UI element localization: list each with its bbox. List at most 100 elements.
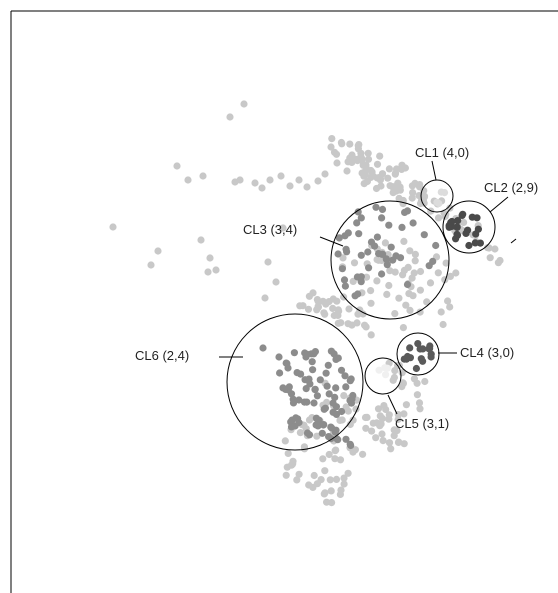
scatter-point <box>446 272 454 280</box>
scatter-point <box>361 171 369 179</box>
scatter-point <box>439 320 447 329</box>
scatter-point <box>390 373 398 382</box>
scatter-point <box>336 490 344 498</box>
scatter-point <box>415 399 424 407</box>
scatter-point <box>236 176 244 184</box>
scatter-point <box>277 172 285 180</box>
scatter-point <box>355 230 363 238</box>
scatter-point <box>378 270 386 278</box>
scatter-point <box>327 487 335 495</box>
scatter-point <box>334 250 342 258</box>
scatter-point <box>369 419 377 427</box>
cluster-circle-cl6 <box>226 313 364 451</box>
scatter-point <box>324 361 332 369</box>
scatter-point <box>399 379 407 387</box>
scatter-point <box>332 446 340 454</box>
scatter-point <box>394 438 403 446</box>
scatter-point <box>321 310 329 318</box>
scatter-point <box>342 435 350 443</box>
scatter-point <box>321 489 329 497</box>
scatter-point <box>327 423 335 431</box>
scatter-point <box>332 384 340 392</box>
cluster-label-cl5: CL5 (3,1) <box>395 416 449 431</box>
scatter-point <box>437 308 445 316</box>
scatter-point <box>367 331 375 339</box>
scatter-point <box>319 455 327 463</box>
scatter-point <box>354 290 362 298</box>
scatter-point <box>361 413 370 422</box>
cluster-circle-cl5 <box>364 357 402 395</box>
scatter-point <box>300 398 309 406</box>
scatter-point <box>383 290 391 298</box>
scatter-point <box>385 165 393 173</box>
scatter-point <box>364 155 373 163</box>
scatter-point <box>372 434 380 442</box>
scatter-point <box>302 385 310 393</box>
scatter-point <box>342 383 350 391</box>
scatter-point <box>416 308 424 316</box>
scatter-point <box>402 355 410 363</box>
scatter-point <box>385 439 394 447</box>
scatter-point <box>384 174 392 182</box>
scatter-point <box>375 366 383 374</box>
scatter-point <box>340 392 348 400</box>
scatter-point <box>284 449 292 457</box>
scatter-point <box>309 366 317 374</box>
scatter-point <box>295 396 303 404</box>
scatter-point <box>275 353 283 361</box>
scatter-point <box>435 199 443 208</box>
scatter-point <box>378 170 387 178</box>
scatter-point <box>173 162 181 170</box>
scatter-point <box>331 393 339 401</box>
scatter-point <box>427 353 435 361</box>
scatter-point <box>373 160 382 168</box>
scatter-points <box>109 100 504 507</box>
scatter-point <box>408 194 416 202</box>
scatter-point <box>486 254 494 262</box>
scatter-point <box>303 183 311 191</box>
scatter-point <box>347 375 355 383</box>
scatter-point <box>323 398 331 406</box>
scatter-point <box>335 234 343 242</box>
scatter-point <box>340 276 349 284</box>
scatter-point <box>387 243 395 251</box>
cluster-circle-cl2 <box>442 200 496 254</box>
scatter-point <box>321 170 329 178</box>
scatter-point <box>290 349 298 357</box>
scatter-point <box>371 242 379 250</box>
scatter-point <box>357 149 365 157</box>
scatter-point <box>364 149 372 157</box>
scatter-point <box>258 184 266 192</box>
scatter-point <box>379 437 387 445</box>
scatter-point <box>385 415 393 423</box>
scatter-point <box>367 287 375 295</box>
scatter-point <box>390 432 398 440</box>
cluster-circles <box>226 179 496 451</box>
scatter-point <box>240 100 248 108</box>
scatter-point <box>287 390 296 398</box>
scatter-point <box>414 340 422 348</box>
scatter-point <box>432 241 440 250</box>
scatter-point <box>325 390 333 398</box>
scatter-point <box>304 305 313 313</box>
scatter-point <box>380 402 388 410</box>
scatter-point <box>444 297 452 305</box>
scatter-point <box>325 433 333 441</box>
scatter-point <box>310 399 318 407</box>
scatter-point <box>357 251 365 259</box>
scatter-point <box>357 214 365 222</box>
scatter-point <box>272 278 280 286</box>
scatter-point <box>338 416 346 424</box>
scatter-point <box>454 217 462 225</box>
scatter-point <box>327 143 335 151</box>
scatter-point <box>311 386 319 394</box>
scatter-point <box>398 223 406 231</box>
scatter-point <box>403 280 412 289</box>
scatter-point <box>109 223 117 231</box>
scatter-point <box>310 471 318 480</box>
scatter-point <box>343 167 351 175</box>
scatter-point <box>321 404 329 412</box>
scatter-point <box>378 214 386 222</box>
scatter-point <box>425 262 433 270</box>
scatter-point <box>154 247 162 255</box>
